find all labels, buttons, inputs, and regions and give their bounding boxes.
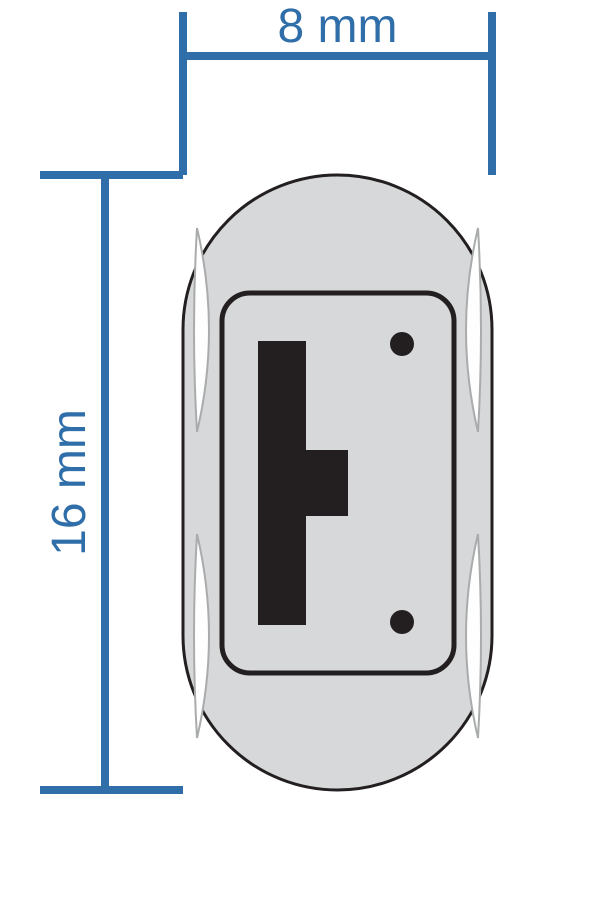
connector-bottom-tick <box>296 603 306 625</box>
dim-width-label: 8 mm <box>278 0 398 53</box>
pin-0 <box>390 332 414 356</box>
dim-height-label: 16 mm <box>43 409 96 556</box>
pin-1 <box>390 610 414 634</box>
connector-top-tick <box>296 341 306 363</box>
